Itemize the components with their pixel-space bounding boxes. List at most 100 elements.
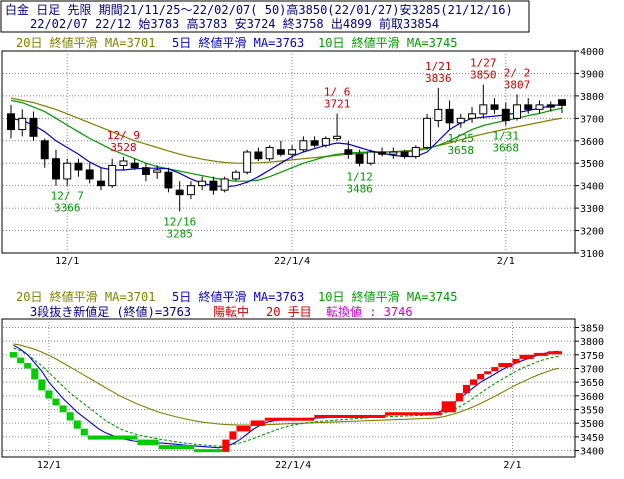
- top-ma10-line: [10, 99, 563, 182]
- top-ma5-line: [10, 103, 563, 188]
- break-brick: [80, 428, 88, 436]
- low-price-label: 3486: [346, 182, 373, 195]
- header-line-1: 白金 日足 先限 期間21/11/25～22/02/07( 50)高3850(2…: [5, 2, 513, 17]
- bottom-y-tick-label: 3800: [580, 337, 604, 348]
- top-y-tick-label: 3100: [580, 249, 604, 260]
- candle-body: [501, 108, 510, 122]
- candle-body: [29, 117, 38, 137]
- candle: [434, 87, 443, 128]
- break-brick: [229, 431, 237, 440]
- bottom-x-tick-label: 12/1: [37, 460, 61, 471]
- candle: [29, 111, 38, 141]
- candle-body: [479, 104, 488, 115]
- top-x-tick-label: 2/1: [497, 256, 515, 267]
- break-brick: [491, 367, 499, 372]
- break-brick: [519, 354, 534, 359]
- top-y-tick-label: 3500: [580, 159, 604, 170]
- candle-body: [254, 151, 263, 160]
- bottom-y-tick-label: 3700: [580, 364, 604, 375]
- header-box: [0, 0, 530, 33]
- candle-body: [310, 140, 319, 146]
- high-date-label: 2/ 2: [504, 66, 531, 79]
- top-moving-averages: [10, 97, 563, 188]
- break-brick: [512, 358, 520, 364]
- candle-body: [51, 158, 60, 180]
- break-brick: [17, 357, 25, 364]
- candle-body: [220, 178, 229, 191]
- bottom-y-tick-label: 3650: [580, 378, 604, 389]
- break-brick: [24, 363, 32, 369]
- header-line-2: 22/02/07 22/12 始3783 高3783 安3724 終3758 出…: [30, 16, 439, 31]
- top-y-tick-label: 3800: [580, 92, 604, 103]
- candle-body: [468, 113, 477, 119]
- bottom-legend-ma20: 20日 終値平滑 MA=3701: [16, 289, 155, 304]
- candle-body: [243, 151, 252, 173]
- top-y-tick-label: 3200: [580, 227, 604, 238]
- candle: [479, 84, 488, 119]
- bottom-y-tick-label: 3450: [580, 433, 604, 444]
- low-price-label: 3658: [448, 144, 475, 157]
- candle-body: [63, 162, 72, 180]
- top-x-tick-label: 12/1: [55, 256, 79, 267]
- candle: [7, 104, 15, 139]
- candle: [209, 176, 218, 195]
- candle-body: [108, 164, 117, 187]
- candle-body: [40, 140, 49, 160]
- bottom-ma20-line: [13, 343, 559, 426]
- break-brick: [498, 363, 513, 368]
- candle-body: [366, 151, 375, 164]
- candle-body: [130, 162, 139, 169]
- high-price-label: 3528: [110, 141, 137, 154]
- candle: [243, 149, 252, 175]
- candle: [220, 176, 229, 193]
- candle: [74, 158, 83, 177]
- break-brick: [547, 351, 562, 355]
- candle-body: [513, 104, 522, 119]
- bottom-legend-break-value: 3段抜き新値足 (終値)=3763: [30, 304, 191, 319]
- candle: [524, 98, 533, 114]
- break-brick: [470, 379, 478, 385]
- candle: [310, 136, 319, 148]
- bottom-legend-reversal: 転換値 : 3746: [326, 304, 413, 319]
- break-brick: [314, 414, 386, 418]
- candle-body: [186, 185, 195, 196]
- top-y-axis: 3100 3200 3300 3400 3500 3600 3700 3800 3900 4000: [575, 47, 604, 260]
- break-brick: [194, 449, 223, 453]
- candle-body: [299, 140, 308, 151]
- candle: [445, 100, 454, 130]
- bottom-plot-area: [1, 318, 576, 458]
- bottom-x-tick-label: 2/1: [503, 460, 521, 471]
- top-legend-ma5: 5日 終値平滑 MA=3763: [172, 35, 304, 50]
- candle-body: [265, 147, 274, 160]
- top-legend-ma20: 20日 終値平滑 MA=3701: [16, 35, 155, 50]
- break-brick: [31, 368, 39, 380]
- break-brick: [52, 398, 60, 406]
- candle-body: [355, 153, 364, 164]
- bottom-y-axis: 3400 3450 3500 3550 3600 3650 3700 3750 3800 3850: [575, 323, 604, 458]
- break-brick: [385, 412, 442, 416]
- bottom-ma10-line: [13, 347, 559, 447]
- candle-body: [153, 169, 162, 173]
- candle: [333, 113, 342, 141]
- high-date-label: 1/ 6: [324, 86, 351, 99]
- top-y-tick-label: 3700: [580, 114, 604, 125]
- low-price-label: 3366: [54, 202, 81, 215]
- break-brick: [73, 420, 81, 429]
- candle: [198, 176, 207, 191]
- candle-body: [456, 117, 465, 124]
- low-date-label: 12/16: [163, 215, 196, 228]
- low-price-label: 3285: [166, 227, 193, 240]
- break-brick: [533, 352, 548, 356]
- candle: [96, 167, 105, 191]
- high-date-label: 1/21: [425, 60, 452, 73]
- low-price-label: 3668: [493, 142, 520, 155]
- candle: [490, 98, 499, 114]
- candle: [254, 147, 263, 161]
- bottom-y-tick-label: 3400: [580, 447, 604, 458]
- high-date-label: 1/27: [470, 57, 497, 70]
- candle: [119, 156, 128, 170]
- candle: [400, 149, 409, 159]
- break-brick: [264, 417, 315, 421]
- break-brick: [441, 401, 456, 413]
